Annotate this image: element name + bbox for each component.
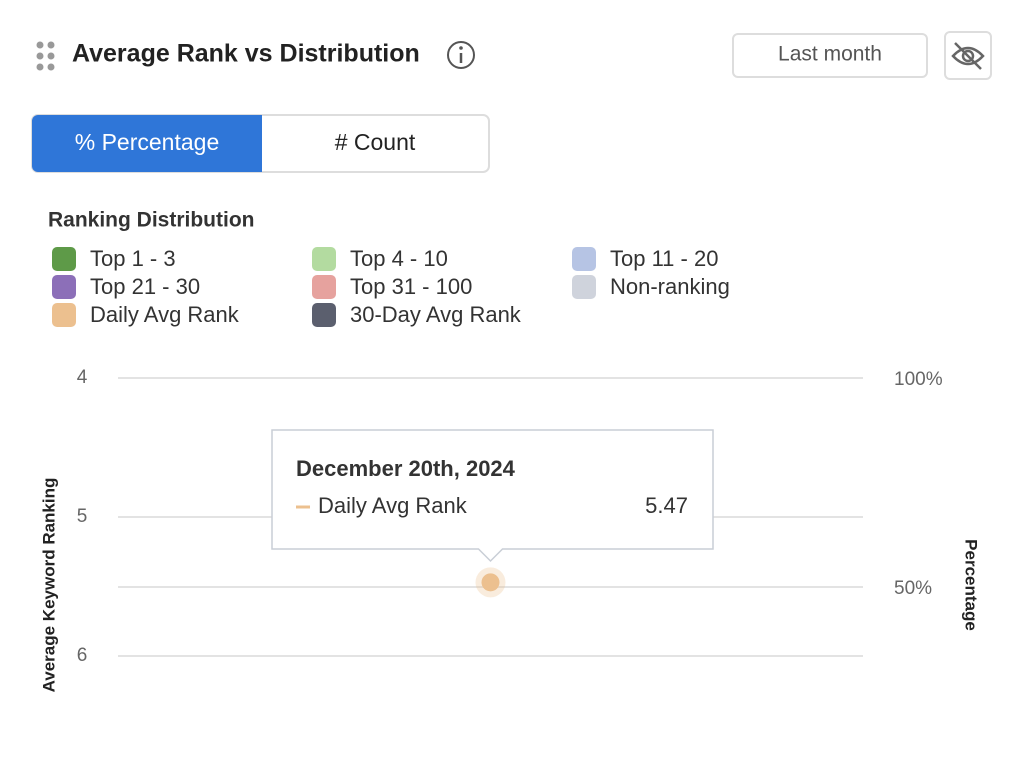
y2-axis-label: Percentage [962, 539, 981, 631]
y-tick-label: 4 [77, 367, 88, 388]
legend-swatch [312, 303, 336, 327]
y2-tick-label: 100% [894, 369, 943, 390]
hide-icon [951, 42, 985, 70]
legend-label: Top 31 - 100 [350, 274, 472, 299]
tooltip: December 20th, 2024 Daily Avg Rank 5.47 [271, 429, 714, 563]
date-range-label: Last month [778, 43, 882, 66]
legend-label: Daily Avg Rank [90, 302, 240, 327]
info-icon[interactable] [447, 41, 475, 69]
tooltip-date: December 20th, 2024 [296, 456, 516, 481]
legend-label: Non-ranking [610, 274, 730, 299]
point [481, 573, 500, 592]
tooltip-box [271, 429, 714, 563]
mode-button[interactable]: % Percentage [75, 129, 219, 155]
legend-label: 30-Day Avg Rank [350, 302, 522, 327]
legend-swatch [572, 247, 596, 271]
y-tick-label: 5 [77, 506, 88, 527]
widget-title: Average Rank vs Distribution [72, 40, 420, 68]
active-mode-bg[interactable] [32, 115, 262, 172]
date-range-button[interactable] [732, 33, 928, 78]
legend-label: Top 1 - 3 [90, 246, 176, 271]
drag-handle[interactable] [36, 41, 55, 71]
legend-label: Top 11 - 20 [610, 246, 718, 271]
y2-tick-label: 50% [894, 578, 932, 599]
y-axis-label: Average Keyword Ranking [39, 478, 58, 693]
tooltip-value: 5.47 [645, 493, 688, 518]
legend-swatch [312, 275, 336, 299]
legend-label: Top 4 - 10 [350, 246, 448, 271]
legend-swatch [52, 247, 76, 271]
legend-title: Ranking Distribution [48, 209, 255, 232]
legend-swatch [52, 275, 76, 299]
y-tick-label: 6 [77, 645, 88, 666]
legend-label: Top 21 - 30 [90, 274, 200, 299]
tooltip-series: Daily Avg Rank [318, 493, 468, 518]
legend-swatch [312, 247, 336, 271]
legend-swatch [572, 275, 596, 299]
legend-swatch [52, 303, 76, 327]
mode-button[interactable]: # Count [335, 129, 416, 155]
